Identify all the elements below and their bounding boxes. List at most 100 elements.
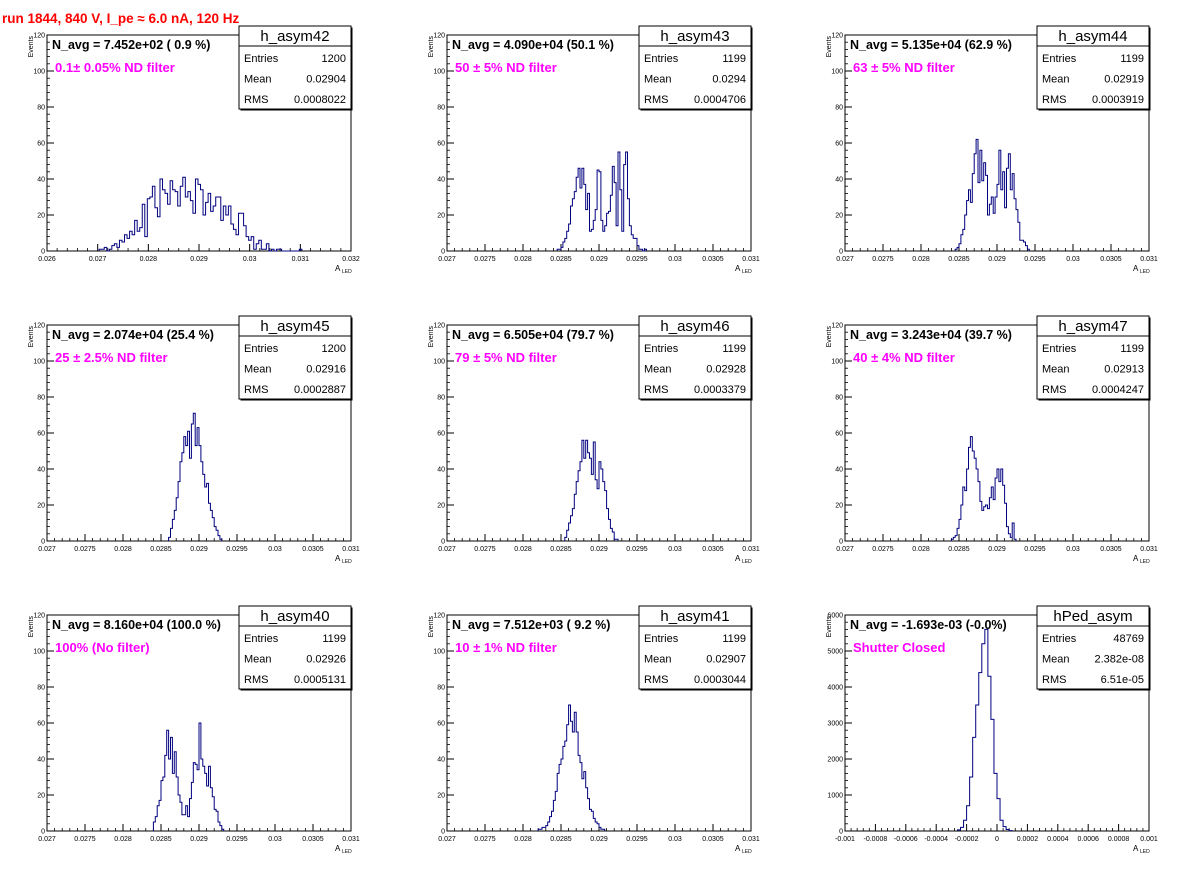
- histogram-bin: [563, 746, 565, 831]
- histogram-bin: [182, 453, 184, 541]
- histogram-bin: [190, 458, 192, 541]
- histogram-name: h_asym40: [260, 608, 329, 625]
- stats-box: [638, 315, 752, 400]
- histogram-bin: [1006, 830, 1009, 831]
- navg-label: N_avg = 4.090e+04 (50.1 %): [452, 38, 614, 52]
- histogram-bin: [169, 759, 171, 831]
- y-tick-label: 100: [33, 69, 45, 76]
- stats-label: Mean: [1042, 364, 1070, 376]
- stats-value: 1199: [722, 343, 746, 355]
- histogram-bin: [1007, 168, 1009, 251]
- stats-value: 0.02913: [1104, 364, 1144, 376]
- histogram-bin: [1005, 503, 1007, 541]
- histogram-bin: [557, 773, 559, 831]
- stats-label: Mean: [244, 654, 272, 666]
- x-tick-label: 0.001: [1140, 836, 1158, 843]
- histogram-bin: [991, 719, 994, 831]
- histogram-bin: [256, 244, 259, 251]
- x-axis-label-subscript: LED: [742, 849, 752, 855]
- histogram-bin: [150, 197, 153, 251]
- histogram-series: [556, 151, 647, 252]
- x-axis-label-subscript: LED: [742, 559, 752, 565]
- x-tick-label: 0.03: [668, 256, 682, 263]
- x-tick-label: 0.0295: [626, 836, 648, 843]
- histogram-bin: [988, 509, 990, 541]
- stats-label: RMS: [644, 384, 668, 396]
- histogram-bin: [607, 509, 609, 541]
- histogram-bin: [1003, 485, 1005, 541]
- histogram-bin: [582, 779, 584, 831]
- stats-label: RMS: [644, 94, 668, 106]
- x-tick-label: 0.027: [836, 546, 854, 553]
- histogram-panel-h_asym43: 0 20 40 60 80 100 120 0.027 0.0275 0.028 0.0285 0.0…: [428, 25, 760, 275]
- x-tick-label: 0.028: [114, 546, 132, 553]
- y-tick-label: 80: [437, 105, 445, 112]
- histogram-bin: [588, 193, 590, 251]
- histogram-bin: [135, 220, 138, 251]
- histogram-bin: [180, 802, 182, 831]
- x-axis-label: A: [1133, 844, 1139, 853]
- x-tick-label: 0.031: [742, 546, 760, 553]
- histogram-bin: [102, 249, 105, 251]
- histogram-bin: [1003, 827, 1006, 831]
- histogram-bin: [955, 249, 957, 251]
- histogram-bin: [271, 249, 274, 251]
- stats-value: 0.02919: [1104, 74, 1144, 86]
- y-tick-label: 2000: [827, 757, 843, 764]
- histogram-bin: [569, 705, 571, 831]
- histogram-bin: [555, 791, 557, 831]
- stats-label: Mean: [1042, 654, 1070, 666]
- histogram-bin: [112, 246, 115, 251]
- stats-label: RMS: [244, 94, 268, 106]
- x-tick-label: 0.0275: [474, 256, 496, 263]
- histogram-name: hPed_asym: [1053, 608, 1132, 625]
- x-tick-label: 0.0295: [626, 256, 648, 263]
- stats-label: Entries: [244, 343, 279, 355]
- histogram-bin: [188, 817, 190, 831]
- histogram-bin: [586, 440, 588, 541]
- histogram-bin: [201, 462, 203, 541]
- histogram-bin: [959, 244, 961, 251]
- histogram-bin: [976, 469, 978, 541]
- stats-label: RMS: [1042, 384, 1066, 396]
- y-tick-label: 20: [437, 213, 445, 220]
- histogram-bin: [572, 732, 574, 831]
- histogram-bin: [951, 539, 953, 541]
- stats-value: 0.02928: [706, 364, 746, 376]
- y-tick-label: 40: [835, 467, 843, 474]
- navg-label: N_avg = 7.512e+03 ( 9.2 %): [452, 618, 610, 632]
- histogram-bin: [220, 826, 222, 831]
- histogram-bin: [609, 519, 611, 541]
- histogram-bin: [201, 759, 203, 831]
- x-tick-label: -0.0004: [924, 836, 948, 843]
- histogram-bin: [963, 229, 965, 251]
- x-tick-label: 0.031: [292, 256, 310, 263]
- y-tick-label: 100: [433, 359, 445, 366]
- y-tick-label: 100: [33, 359, 45, 366]
- histogram-bin: [997, 469, 999, 541]
- histogram-bin: [994, 773, 997, 831]
- histogram-bin: [191, 782, 193, 831]
- histogram-bin: [140, 228, 143, 251]
- histogram-bin: [193, 213, 196, 251]
- x-axis-label: A: [1133, 264, 1139, 273]
- histogram-bin: [117, 247, 120, 251]
- histogram-bin: [184, 815, 186, 831]
- histogram-bin: [565, 741, 567, 831]
- histogram-bin: [1026, 246, 1028, 251]
- x-tick-label: 0.03: [1066, 546, 1080, 553]
- histogram-bin: [580, 763, 582, 831]
- histogram-bin: [155, 817, 157, 831]
- x-axis-label: A: [1133, 554, 1139, 563]
- histogram-bin: [198, 184, 201, 251]
- y-axis-label: Events: [28, 616, 35, 638]
- histogram-bin: [190, 201, 193, 251]
- x-tick-label: 0.0275: [872, 546, 894, 553]
- histogram-bin: [603, 829, 605, 831]
- x-tick-label: 0.0305: [702, 836, 724, 843]
- y-tick-label: 20: [835, 503, 843, 510]
- histogram-bin: [601, 220, 603, 251]
- histogram-bin: [612, 532, 614, 541]
- histogram-bin: [266, 244, 269, 251]
